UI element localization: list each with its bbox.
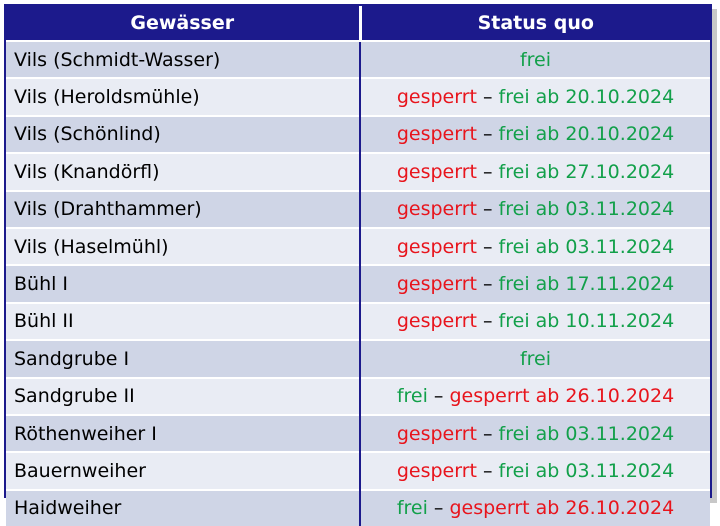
status-cell: gesperrt – frei ab 27.10.2024 bbox=[360, 152, 710, 191]
status-primary: frei bbox=[396, 497, 428, 520]
status-cell: gesperrt – frei ab 20.10.2024 bbox=[360, 114, 710, 154]
status-secondary: gesperrt ab 26.10.2024 bbox=[449, 497, 675, 520]
status-separator: – bbox=[476, 422, 499, 445]
status-primary: gesperrt bbox=[396, 310, 477, 333]
status-separator: – bbox=[427, 497, 450, 520]
water-name: Bühl II bbox=[6, 301, 361, 341]
water-name: Bühl I bbox=[6, 264, 361, 303]
water-name: Haidweiher bbox=[6, 488, 361, 526]
status-cell: frei – gesperrt ab 26.10.2024 bbox=[360, 488, 710, 526]
status-primary: gesperrt bbox=[396, 273, 477, 296]
status-separator: – bbox=[476, 86, 499, 109]
header-status: Status quo bbox=[360, 6, 710, 41]
status-secondary: frei ab 03.11.2024 bbox=[498, 459, 675, 482]
table-row: Vils (Haselmühl) gesperrt – frei ab 03.11… bbox=[6, 226, 710, 266]
status-separator: – bbox=[476, 160, 499, 183]
water-name: Vils (Heroldsmühle) bbox=[6, 77, 361, 116]
status-primary: gesperrt bbox=[396, 160, 477, 183]
status-primary: frei bbox=[519, 347, 552, 370]
table-row: Vils (Schönlind) gesperrt – frei ab 20.10… bbox=[6, 114, 710, 154]
status-separator: – bbox=[476, 198, 499, 221]
table-header-row: Gewässer Status quo bbox=[6, 6, 710, 41]
status-secondary: frei ab 27.10.2024 bbox=[498, 160, 675, 183]
water-name: Sandgrube I bbox=[6, 339, 361, 378]
status-secondary: frei ab 03.11.2024 bbox=[498, 235, 675, 258]
water-name: Bauernweiher bbox=[6, 451, 361, 490]
status-primary: frei bbox=[519, 48, 552, 71]
status-secondary: frei ab 03.11.2024 bbox=[498, 422, 675, 445]
status-secondary: frei ab 03.11.2024 bbox=[498, 198, 675, 221]
status-primary: frei bbox=[396, 385, 428, 408]
status-cell: gesperrt – frei ab 10.11.2024 bbox=[360, 301, 710, 341]
status-separator: – bbox=[476, 310, 499, 333]
status-separator: – bbox=[476, 273, 499, 296]
water-name: Sandgrube II bbox=[6, 376, 361, 415]
status-separator: – bbox=[427, 385, 450, 408]
water-name: Vils (Schönlind) bbox=[6, 114, 361, 154]
water-name: Röthenweiher I bbox=[6, 413, 361, 453]
status-separator: – bbox=[476, 459, 499, 482]
status-secondary: frei ab 10.11.2024 bbox=[498, 310, 675, 333]
status-primary: gesperrt bbox=[396, 198, 477, 221]
status-separator: – bbox=[476, 235, 499, 258]
status-cell: gesperrt – frei ab 03.11.2024 bbox=[360, 413, 710, 453]
status-cell: gesperrt – frei ab 03.11.2024 bbox=[360, 189, 710, 228]
status-secondary: frei ab 17.11.2024 bbox=[498, 273, 675, 296]
status-cell: frei – gesperrt ab 26.10.2024 bbox=[360, 376, 710, 415]
table-row: Sandgrube II frei – gesperrt ab 26.10.202… bbox=[6, 376, 710, 415]
table-row: Haidweiher frei – gesperrt ab 26.10.2024 bbox=[6, 488, 710, 526]
status-secondary: gesperrt ab 26.10.2024 bbox=[449, 385, 675, 408]
table-row: Vils (Schmidt-Wasser) frei bbox=[6, 39, 710, 79]
water-name: Vils (Drahthammer) bbox=[6, 189, 361, 228]
status-table-frame: Gewässer Status quo Vils (Schmidt-Wasser… bbox=[4, 4, 712, 526]
status-primary: gesperrt bbox=[396, 123, 477, 146]
table-row: Vils (Drahthammer) gesperrt – frei ab 03.… bbox=[6, 189, 710, 228]
water-name: Vils (Haselmühl) bbox=[6, 226, 361, 266]
table-row: Vils (Heroldsmühle) gesperrt – frei ab 20… bbox=[6, 77, 710, 116]
status-primary: gesperrt bbox=[396, 459, 477, 482]
status-secondary: frei ab 20.10.2024 bbox=[498, 86, 675, 109]
table-row: Sandgrube I frei bbox=[6, 339, 710, 378]
status-table: Gewässer Status quo Vils (Schmidt-Wasser… bbox=[6, 6, 710, 526]
status-primary: gesperrt bbox=[396, 235, 477, 258]
status-primary: gesperrt bbox=[396, 422, 477, 445]
status-cell: gesperrt – frei ab 17.11.2024 bbox=[360, 264, 710, 303]
water-name: Vils (Knandörfl) bbox=[6, 152, 361, 191]
status-cell: gesperrt – frei ab 20.10.2024 bbox=[360, 77, 710, 116]
status-cell: frei bbox=[360, 339, 710, 378]
status-cell: gesperrt – frei ab 03.11.2024 bbox=[360, 226, 710, 266]
status-cell: gesperrt – frei ab 03.11.2024 bbox=[360, 451, 710, 490]
table-row: Bühl II gesperrt – frei ab 10.11.2024 bbox=[6, 301, 710, 341]
water-name: Vils (Schmidt-Wasser) bbox=[6, 39, 361, 79]
header-gewaesser: Gewässer bbox=[6, 6, 362, 41]
status-cell: frei bbox=[360, 39, 710, 79]
status-secondary: frei ab 20.10.2024 bbox=[498, 123, 675, 146]
status-primary: gesperrt bbox=[396, 86, 477, 109]
status-separator: – bbox=[476, 123, 499, 146]
table-row: Vils (Knandörfl) gesperrt – frei ab 27.10… bbox=[6, 152, 710, 191]
table-row: Bauernweiher gesperrt – frei ab 03.11.202… bbox=[6, 451, 710, 490]
